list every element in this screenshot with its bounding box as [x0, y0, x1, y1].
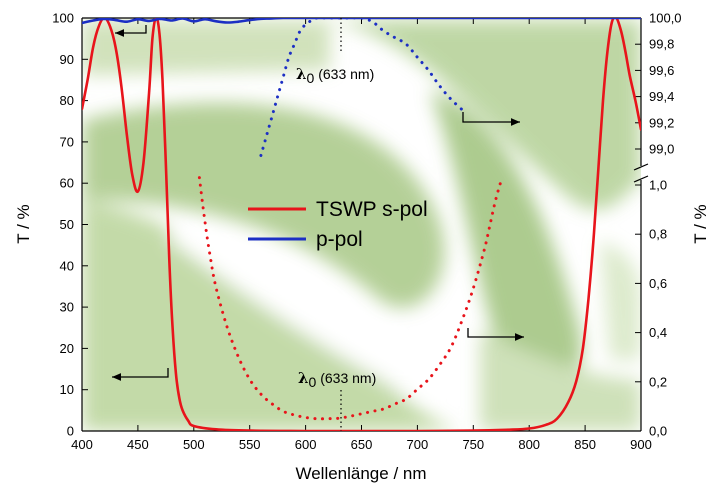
y-axis-left-title: T / %	[14, 204, 33, 243]
y-axis-right-title: T / %	[691, 204, 710, 243]
y-left-tick-label-40: 40	[60, 258, 74, 273]
y-left-tick-label-80: 80	[60, 93, 74, 108]
lambda-lower-symbol: λ	[298, 369, 309, 387]
y-left-tick-label-50: 50	[60, 217, 74, 232]
y-right-upper-tick-label-99,0: 99,0	[649, 142, 674, 157]
axis-indicator-arrows	[112, 25, 524, 381]
y-right-lower-tick-label-0,2: 0,2	[649, 374, 667, 389]
arrow-left-lower	[112, 368, 169, 381]
y-left-tick-label-70: 70	[60, 134, 74, 149]
arrow-right-upper	[462, 112, 520, 126]
legend-label-s-pol: TSWP s-pol	[316, 198, 428, 221]
lambda-upper-text: (633 nm)	[314, 66, 374, 82]
y-left-tick-label-90: 90	[60, 52, 74, 67]
lambda-lower-subscript: 0	[309, 374, 317, 390]
x-tick-label-800: 800	[518, 437, 540, 452]
x-tick-label-650: 650	[351, 437, 373, 452]
x-tick-label-500: 500	[183, 437, 205, 452]
y-right-upper-tick-label-99,2: 99,2	[649, 115, 674, 130]
axis-break-mark-2	[633, 175, 649, 183]
lambda-upper-symbol: λ	[296, 65, 307, 83]
ticks-layer: 400 450 500 550 600 650 700 750 800 850 9000102030…	[52, 11, 681, 453]
x-tick-label-450: 450	[127, 437, 149, 452]
background-artwork	[82, 18, 641, 431]
lambda-upper-annotation: λ0 (633 nm)	[296, 65, 374, 86]
y-right-lower-tick-label-0,6: 0,6	[649, 276, 667, 291]
y-right-upper-tick-label-99,8: 99,8	[649, 37, 674, 52]
y-left-tick-label-0: 0	[67, 424, 74, 439]
series-line-1	[82, 18, 641, 25]
lambda-lower-text: (633 nm)	[316, 370, 376, 386]
legend-label-p-pol: p-pol	[316, 228, 363, 251]
y-left-tick-label-100: 100	[52, 11, 74, 26]
y-right-upper-tick-label-100,0: 100,0	[649, 11, 682, 26]
x-axis-title: Wellenlänge / nm	[295, 464, 426, 483]
y-left-tick-label-30: 30	[60, 300, 74, 315]
y-right-lower-tick-label-0,0: 0,0	[649, 424, 667, 439]
x-tick-label-400: 400	[71, 437, 93, 452]
y-right-upper-tick-label-99,4: 99,4	[649, 89, 674, 104]
y-right-upper-tick-label-99,6: 99,6	[649, 63, 674, 78]
y-left-tick-label-60: 60	[60, 176, 74, 191]
y-right-lower-tick-label-0,4: 0,4	[649, 325, 667, 340]
lambda-lower-annotation: λ0 (633 nm)	[298, 369, 376, 390]
x-tick-label-600: 600	[295, 437, 317, 452]
x-tick-label-900: 900	[630, 437, 652, 452]
x-tick-label-700: 700	[407, 437, 429, 452]
arrow-left-upper	[115, 25, 147, 37]
y-left-tick-label-10: 10	[60, 382, 74, 397]
lambda-upper-subscript: 0	[307, 70, 315, 86]
legend: TSWP s-pol p-pol	[248, 198, 428, 251]
x-tick-label-850: 850	[574, 437, 596, 452]
y-left-tick-label-20: 20	[60, 341, 74, 356]
y-right-lower-tick-label-0,8: 0,8	[649, 227, 667, 242]
axis-break-mark-1	[633, 163, 649, 171]
series-layer	[82, 18, 641, 431]
series-line-0	[82, 18, 641, 431]
arrow-right-lower	[467, 328, 524, 341]
x-tick-label-750: 750	[462, 437, 484, 452]
x-tick-label-550: 550	[239, 437, 261, 452]
y-right-lower-tick-label-1,0: 1,0	[649, 178, 667, 193]
